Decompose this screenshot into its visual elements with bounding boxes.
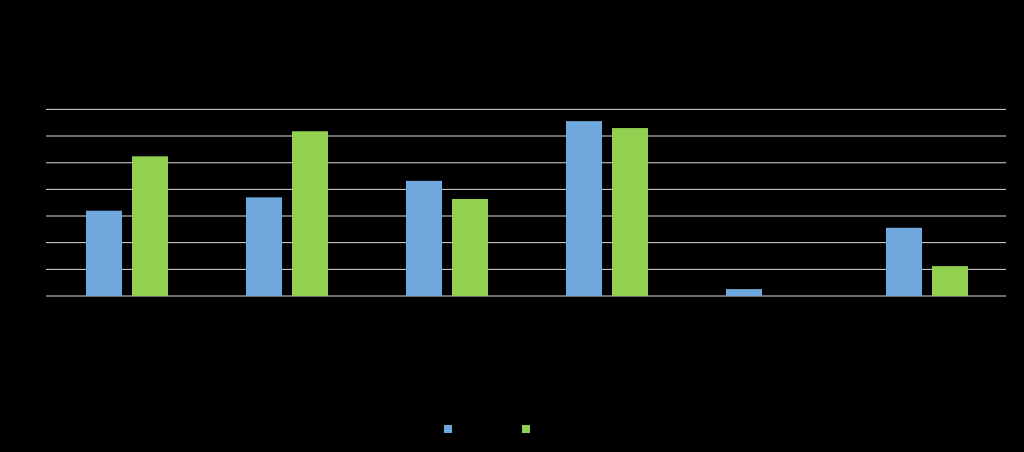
bar: [886, 227, 922, 296]
bar: [452, 198, 488, 296]
bar: [612, 128, 648, 296]
bar: [566, 121, 602, 296]
bar: [132, 156, 168, 296]
bar: [932, 266, 968, 296]
bar: [292, 131, 328, 296]
legend-swatch: [444, 425, 452, 433]
bar: [86, 210, 122, 296]
bar: [726, 289, 762, 296]
bar: [246, 197, 282, 296]
bar: [406, 180, 442, 296]
legend-swatch: [522, 425, 530, 433]
